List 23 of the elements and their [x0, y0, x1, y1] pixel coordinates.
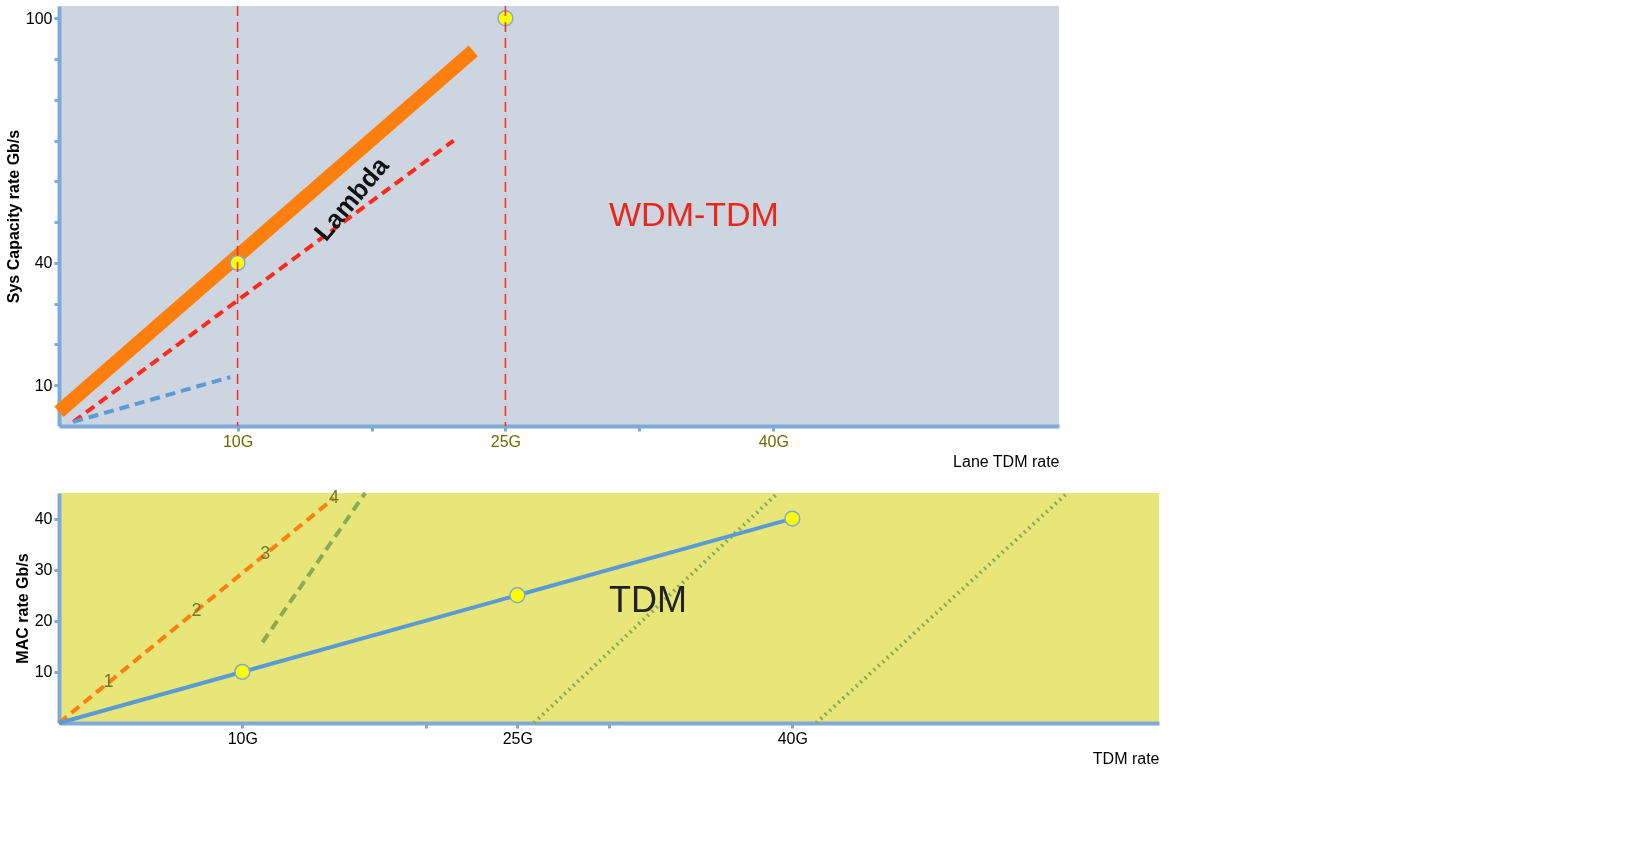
y-tick-label: 10: [34, 663, 53, 681]
annotation: TDM: [609, 579, 687, 621]
y-tick-label: 40: [34, 510, 53, 528]
x-axis-title: Lane TDM rate: [953, 452, 1060, 470]
x-tick-label: 40G: [758, 432, 789, 450]
x-tick-label: 10G: [227, 729, 258, 747]
x-tick-label: 10G: [222, 432, 254, 450]
x-axis-title: TDM rate: [1092, 749, 1160, 767]
y-axis-title: Sys Capacity rate Gb/s: [4, 129, 22, 304]
point: [234, 663, 251, 681]
y-tick-label: 100: [25, 9, 53, 27]
y-tick-label: 20: [34, 612, 53, 630]
point: [784, 510, 801, 527]
point: [509, 587, 526, 604]
x-tick-label: 25G: [502, 729, 533, 747]
x-tick-label: 40G: [777, 729, 808, 747]
y-axis-title: MAC rate Gb/s: [13, 553, 31, 664]
annotation: WDM-TDM: [609, 195, 779, 233]
y-tick-label: 30: [34, 561, 53, 579]
annotation: 4: [328, 487, 340, 508]
x-tick-label: 25G: [490, 432, 522, 450]
y-tick-label: 10: [34, 376, 53, 394]
y-tick-label: 40: [34, 254, 53, 272]
